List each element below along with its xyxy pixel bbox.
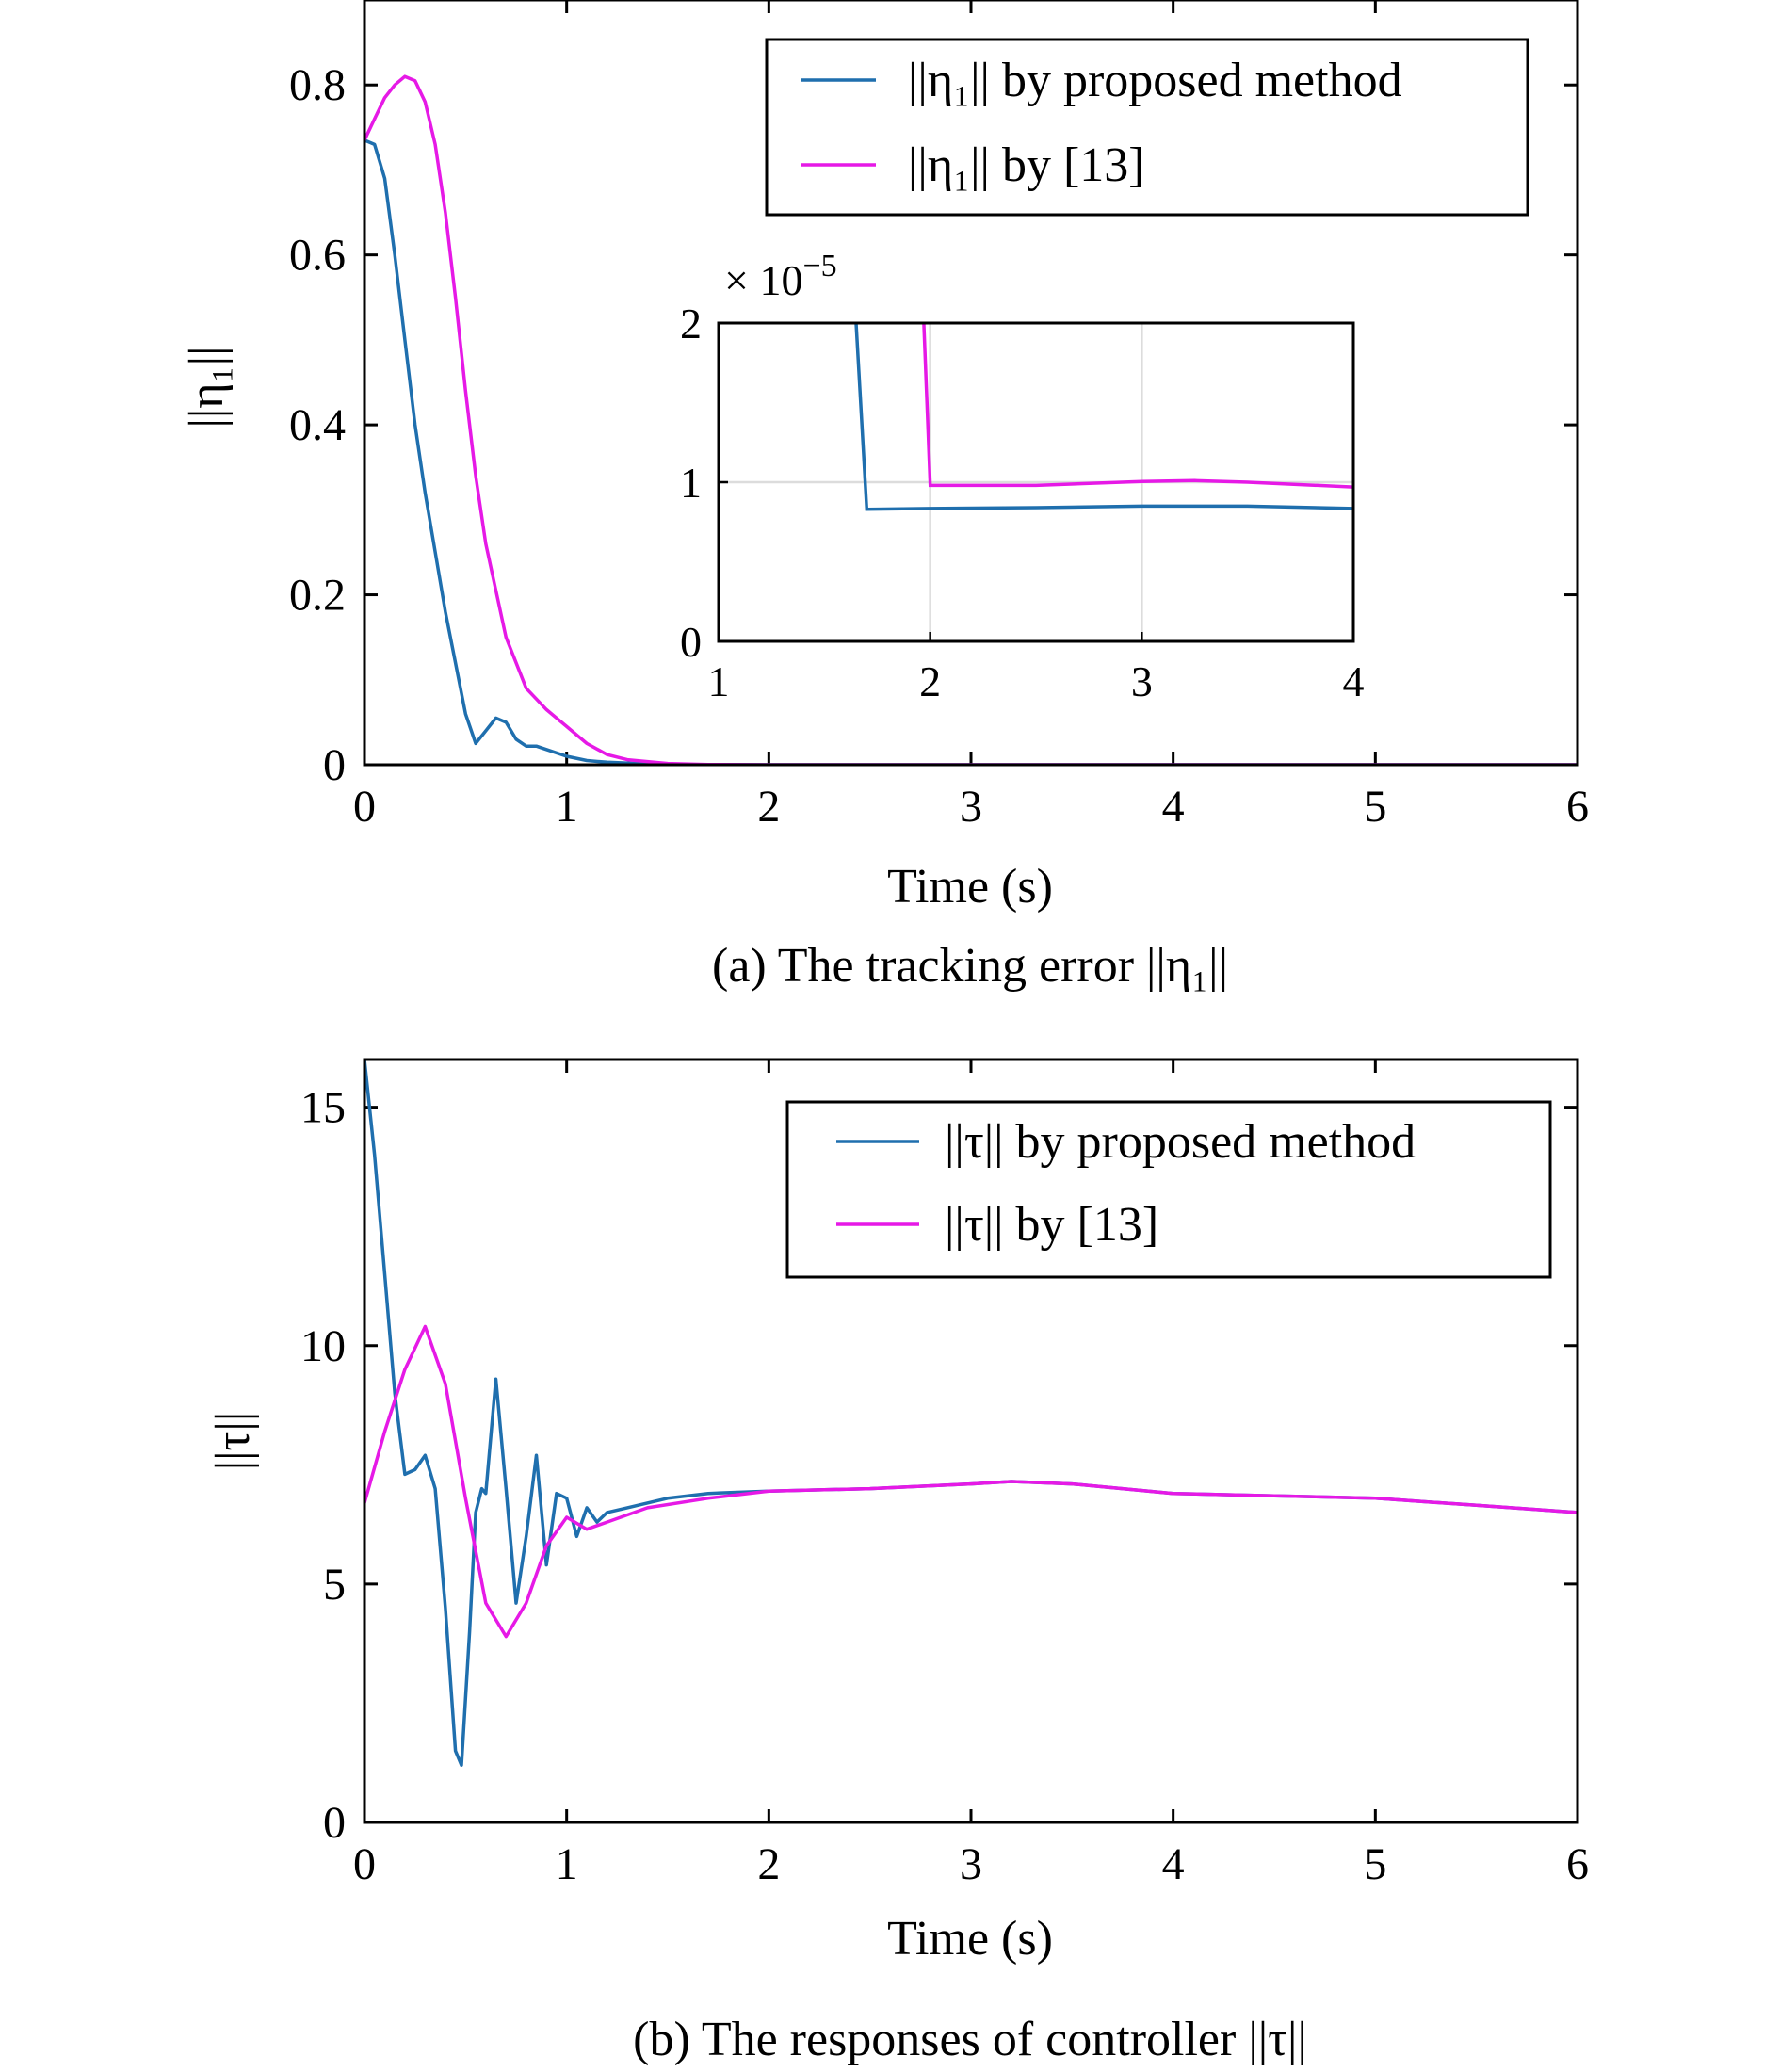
x-tick-label: 3 <box>960 782 982 832</box>
plot-frame <box>363 1058 1579 1824</box>
inset-frame <box>717 321 1355 643</box>
figure-caption: (b) The responses of controller ||τ|| <box>633 2013 1307 2066</box>
inset-x-tick-label: 2 <box>919 657 941 705</box>
figure-caption: (a) The tracking error ||η₁|| <box>712 939 1228 993</box>
x-axis-label: Time (s) <box>887 1912 1053 1966</box>
legend-entry: ||η₁|| by proposed method <box>908 54 1402 107</box>
series-line-proposed <box>364 138 1578 765</box>
legend: ||η₁|| by proposed method ||η₁|| by [13] <box>765 38 1529 217</box>
series-line-ref13 <box>364 74 1578 765</box>
y-tick-label: 0.2 <box>289 571 346 621</box>
y-tick-label: 10 <box>300 1321 346 1371</box>
inset-multiplier-base: × 10 <box>724 256 802 304</box>
legend-box <box>785 1100 1552 1279</box>
y-tick-label: 0.4 <box>289 400 346 450</box>
x-tick-label: 4 <box>1162 782 1185 832</box>
y-tick-label: 0 <box>323 1798 346 1848</box>
x-tick-label: 2 <box>757 1839 780 1889</box>
x-tick-label: 0 <box>353 1839 376 1889</box>
inset-multiplier: × 10−5 <box>724 249 837 304</box>
x-tick-label: 5 <box>1364 1839 1386 1889</box>
x-tick-label: 4 <box>1162 1839 1185 1889</box>
legend-entry: ||η₁|| by [13] <box>908 138 1145 192</box>
x-tick-label: 2 <box>757 782 780 832</box>
x-tick-label: 0 <box>353 782 376 832</box>
x-tick-label: 1 <box>556 782 578 832</box>
y-tick-label: 15 <box>300 1083 346 1133</box>
y-tick-label: 5 <box>323 1560 346 1610</box>
inset-y-tick-label: 2 <box>680 299 702 348</box>
x-tick-label: 5 <box>1364 782 1386 832</box>
y-axis-label: ||η₁|| <box>180 347 234 429</box>
x-tick-label: 6 <box>1566 1839 1589 1889</box>
inset-x-tick-label: 1 <box>708 657 730 705</box>
plot-frame <box>363 0 1579 767</box>
y-tick-label: 0.6 <box>289 231 346 281</box>
inset-series-line-proposed <box>854 323 1353 511</box>
x-axis-label: Time (s) <box>887 860 1053 914</box>
inset-series-line-ref13 <box>922 323 1353 489</box>
x-tick-label: 1 <box>556 1839 578 1889</box>
legend: ||τ|| by proposed method ||τ|| by [13] <box>785 1100 1552 1279</box>
inset-x-tick-label: 4 <box>1343 657 1365 705</box>
legend-entry: ||τ|| by proposed method <box>945 1115 1416 1169</box>
legend-box <box>765 38 1529 217</box>
inset-y-tick-label: 1 <box>680 459 702 507</box>
legend-entry: ||τ|| by [13] <box>945 1198 1158 1252</box>
y-tick-label: 0 <box>323 740 346 790</box>
y-axis-label: ||τ|| <box>206 1412 260 1471</box>
inset-x-tick-label: 3 <box>1131 657 1153 705</box>
x-tick-label: 6 <box>1566 782 1589 832</box>
x-tick-label: 3 <box>960 1839 982 1889</box>
series-line-ref13 <box>364 1324 1578 1639</box>
y-tick-label: 0.8 <box>289 60 346 110</box>
chart-a: 0 1 2 3 4 5 600.20.40.60.8 ||η₁|| by proposed m… <box>180 0 1589 993</box>
inset-y-tick-label: 0 <box>680 618 702 666</box>
inset-multiplier-exponent: −5 <box>802 249 836 283</box>
